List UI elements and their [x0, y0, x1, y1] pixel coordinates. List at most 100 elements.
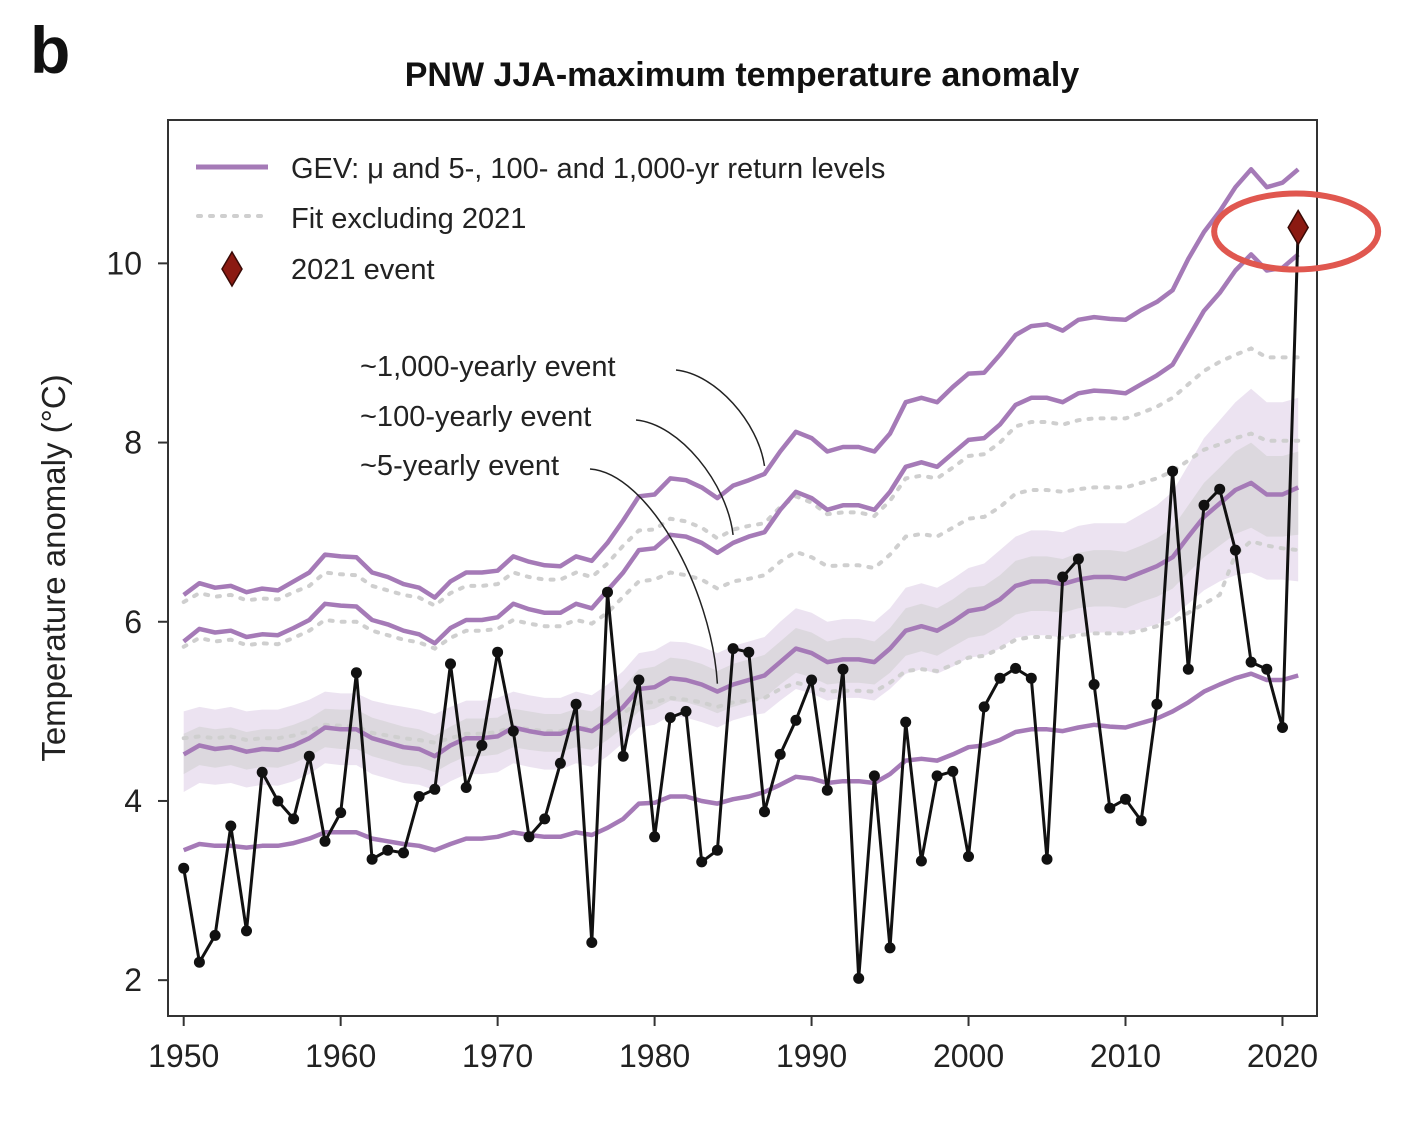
annotations: ~1,000-yearly event ~100-yearly event ~5-y…: [360, 351, 766, 684]
annotation-label: ~100-yearly event: [360, 401, 591, 433]
observed-point: [335, 807, 347, 819]
observed-point: [1088, 679, 1100, 690]
observed-point: [1229, 544, 1241, 556]
annotation-leader: [635, 419, 734, 535]
observed-point: [759, 806, 770, 818]
observed-point: [1261, 663, 1273, 675]
observed-point: [288, 813, 300, 825]
observed-point: [523, 831, 535, 843]
band-inner: [183, 442, 1299, 775]
annotation-label: ~1,000-yearly event: [360, 351, 616, 383]
y-tick-label: 10: [106, 245, 142, 281]
fit-line-2: [181, 538, 1301, 745]
observed-point: [963, 851, 974, 862]
axes: 1950 1960 1970 1980 1990 2000 2010 2020 2 4 6 8 10 Te…: [35, 119, 1318, 1074]
observed-point: [460, 782, 472, 793]
observed-point: [1151, 698, 1163, 710]
observed-point: [539, 813, 551, 825]
observed-point: [806, 674, 818, 686]
fit-excluding-2021-lines: [181, 346, 1301, 745]
gev-line-1: [182, 252, 1300, 646]
observed-point: [1214, 483, 1226, 495]
legend: GEV: μ and 5-, 100- and 1,000-yr return …: [196, 153, 885, 288]
observed-point: [272, 795, 284, 807]
event-2021-marker: [1287, 209, 1310, 246]
observed-point: [586, 937, 598, 948]
legend-label: GEV: μ and 5-, 100- and 1,000-yr return …: [291, 153, 885, 185]
annotation-leader: [675, 369, 766, 467]
observed-point: [1010, 662, 1022, 674]
observed-point: [382, 844, 394, 856]
observed-point: [507, 725, 519, 737]
observed-point: [649, 831, 661, 843]
observed-point: [900, 716, 912, 728]
observed-point: [1057, 571, 1069, 583]
observed-point: [178, 862, 190, 874]
gev-line-2: [182, 480, 1300, 759]
x-tick-label: 1960: [305, 1038, 376, 1074]
observed-point: [256, 766, 268, 778]
observed-point: [193, 956, 205, 968]
observed-point: [476, 739, 488, 751]
observed-point: [931, 770, 943, 782]
observed-point: [853, 972, 865, 984]
observed-point: [413, 791, 425, 802]
observed-point: [774, 748, 786, 760]
highlight-circle: [1211, 190, 1382, 273]
y-tick-label: 6: [124, 604, 142, 640]
panel-label: b: [30, 13, 71, 87]
x-tick-label: 1950: [148, 1038, 219, 1074]
observed-point: [303, 750, 315, 762]
observed-point: [570, 698, 582, 710]
observed-point: [837, 663, 849, 675]
y-tick-label: 2: [124, 962, 142, 998]
event-2021: [1211, 190, 1382, 273]
observed-point: [1072, 553, 1084, 565]
observed-point: [1182, 663, 1194, 675]
annotation-leader: [589, 468, 719, 684]
observed-point: [915, 855, 927, 867]
observed-point: [398, 847, 409, 859]
y-tick-label: 8: [124, 425, 142, 461]
observed-point: [1135, 815, 1147, 827]
observed-point: [445, 658, 456, 670]
x-tick-label: 1980: [619, 1038, 690, 1074]
observed-point: [868, 770, 880, 782]
observed-point: [1167, 465, 1179, 477]
observed-point: [602, 586, 613, 598]
observed-point: [884, 942, 896, 954]
observed-point: [1025, 672, 1037, 684]
observed-point: [366, 853, 378, 865]
annotation-label: ~5-yearly event: [360, 450, 559, 482]
x-tick-label: 2020: [1247, 1038, 1318, 1074]
observed-point: [743, 646, 755, 658]
observed-point: [209, 929, 221, 941]
observed-point: [711, 844, 723, 856]
x-tick-label: 1990: [776, 1038, 847, 1074]
observed-point: [790, 714, 802, 726]
chart-title: PNW JJA-maximum temperature anomaly: [404, 56, 1080, 94]
observed-series: [178, 227, 1300, 984]
observed-point: [429, 783, 441, 795]
fit-line-0: [181, 346, 1301, 608]
observed-point: [821, 784, 833, 796]
observed-point: [727, 643, 739, 655]
observed-point: [680, 705, 692, 717]
legend-label: 2021 event: [291, 254, 435, 286]
observed-point: [1120, 793, 1131, 805]
observed-point: [1104, 802, 1116, 814]
observed-point: [1041, 853, 1053, 865]
x-tick-label: 2010: [1090, 1038, 1161, 1074]
observed-point: [664, 712, 676, 724]
observed-point: [947, 765, 959, 777]
x-tick-label: 2000: [933, 1038, 1004, 1074]
observed-point: [696, 856, 708, 868]
observed-point: [994, 672, 1006, 684]
gev-line-0: [182, 167, 1300, 600]
fit-line-1: [181, 431, 1301, 651]
observed-point: [1198, 499, 1210, 511]
observed-point: [241, 925, 252, 937]
observed-point: [225, 820, 237, 832]
observed-point: [350, 667, 362, 679]
